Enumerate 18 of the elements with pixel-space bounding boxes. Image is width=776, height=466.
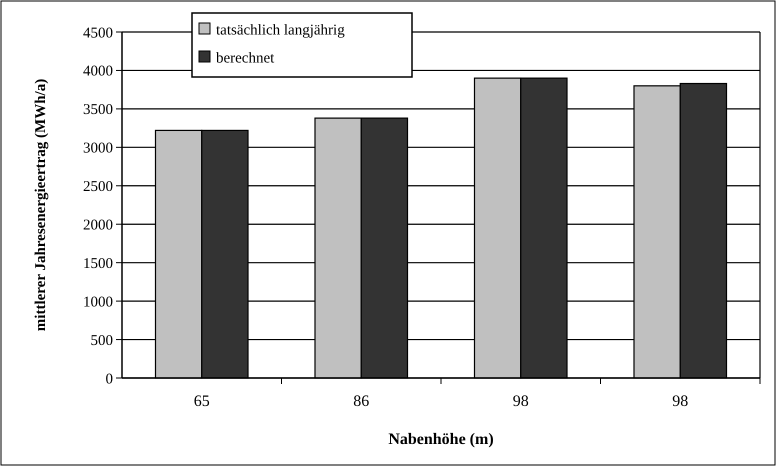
legend-label: tatsächlich langjährig (216, 22, 346, 38)
x-tick-label: 98 (512, 393, 529, 410)
x-tick-label: 98 (672, 393, 688, 410)
x-axis-title: Nabenhöhe (m) (388, 431, 494, 448)
y-tick-label: 2000 (83, 217, 113, 234)
y-tick-label: 3000 (83, 140, 113, 157)
y-tick-label: 4000 (83, 64, 113, 80)
y-tick-label: 4500 (83, 25, 113, 42)
legend-label: berechnet (216, 50, 276, 66)
y-axis-title: mittlerer Jahresenergieertrag (MWh/a) (33, 78, 49, 332)
y-tick-label: 2500 (83, 179, 113, 196)
x-tick-label: 86 (353, 393, 370, 410)
y-tick-label: 500 (90, 332, 113, 349)
y-tick-label: 1500 (83, 256, 113, 272)
x-tick-label: 65 (194, 393, 210, 410)
y-tick-label: 1000 (83, 294, 113, 310)
y-tick-label: 0 (106, 371, 113, 388)
y-tick-label: 3500 (83, 102, 113, 118)
